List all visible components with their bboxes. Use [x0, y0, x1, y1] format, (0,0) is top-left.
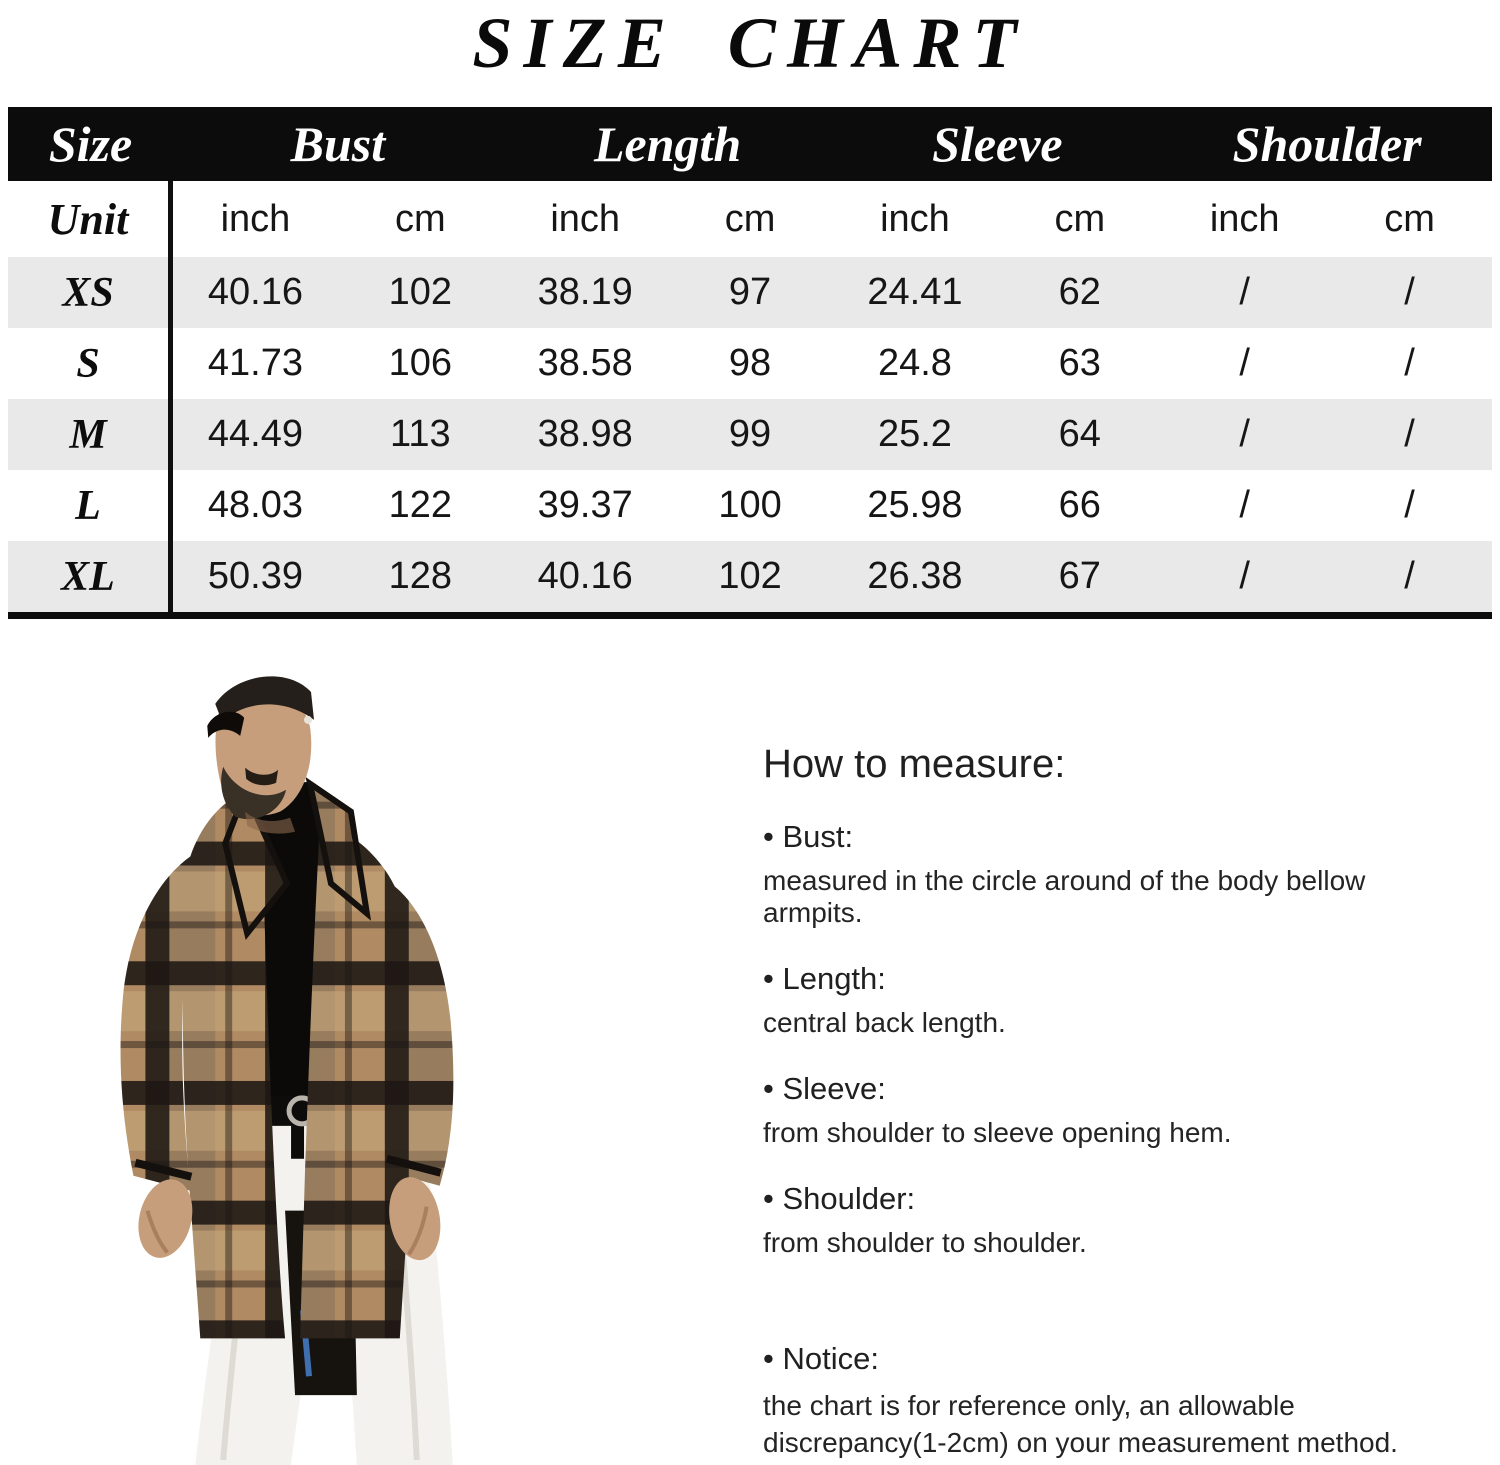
plaid-coat — [120, 777, 454, 1339]
unit-cell: inch — [880, 197, 950, 240]
unit-cell: inch — [1209, 197, 1280, 240]
size-value-cell: 66 — [1058, 484, 1101, 526]
measure-shoulder-desc: from shoulder to shoulder. — [763, 1227, 1087, 1258]
size-value-cell: 97 — [728, 271, 772, 313]
column-header-length: Length — [594, 116, 742, 172]
measure-bust-desc: measured in the circle around of the bod… — [763, 865, 1366, 928]
column-header-shoulder: Shoulder — [1232, 116, 1422, 172]
unit-cell: cm — [724, 197, 776, 240]
column-header-bust: Bust — [290, 116, 386, 172]
unit-cell: cm — [394, 197, 446, 240]
size-value-cell: / — [1404, 555, 1415, 597]
measure-length-desc: central back length. — [763, 1007, 1006, 1038]
size-value-cell: / — [1404, 413, 1415, 455]
size-value-cell: 128 — [388, 555, 453, 597]
size-value-cell: 106 — [388, 342, 453, 384]
size-value-cell: 24.41 — [867, 271, 963, 313]
size-value-cell: 113 — [390, 413, 451, 455]
size-table: Size Bust Length Sleeve Shoulder Unit in… — [8, 107, 1492, 619]
unit-cell: inch — [220, 197, 291, 240]
how-to-measure-section: How to measure: • Bust: measured in the … — [763, 742, 1413, 1465]
measure-shoulder-label: • Shoulder: — [763, 1181, 916, 1216]
size-value-cell: 26.38 — [867, 555, 963, 597]
measure-sleeve-label: • Sleeve: — [763, 1071, 886, 1106]
size-value-cell: / — [1404, 484, 1415, 526]
size-value-cell: / — [1239, 342, 1250, 384]
size-value-cell: / — [1239, 484, 1250, 526]
size-label: L — [8, 470, 173, 541]
size-label: S — [8, 328, 173, 399]
size-value-cell: 100 — [718, 484, 782, 526]
table-header-row: Size Bust Length Sleeve Shoulder — [8, 107, 1492, 181]
size-value-cell: 102 — [388, 271, 453, 313]
unit-row: Unit inch cm inch cm inch cm inch cm — [8, 181, 1492, 257]
notice-text: the chart is for reference only, an allo… — [763, 1390, 1398, 1465]
measure-heading: How to measure: — [763, 742, 1066, 786]
size-value-cell: 38.58 — [537, 342, 633, 384]
table-row-xl: XL 50.39 128 40.16 102 26.38 67 / / — [8, 541, 1492, 612]
model-head — [207, 676, 315, 834]
size-value-cell: 25.98 — [867, 484, 963, 526]
size-value-cell: 63 — [1058, 342, 1101, 384]
size-value-cell: 99 — [728, 413, 772, 455]
size-value-cell: 24.8 — [877, 342, 952, 384]
size-value-cell: 38.98 — [537, 413, 633, 455]
table-row-s: S 41.73 106 38.58 98 24.8 63 / / — [8, 328, 1492, 399]
size-label: M — [8, 399, 173, 470]
page-title: SIZE CHART — [472, 3, 1028, 83]
size-value-cell: / — [1404, 342, 1415, 384]
size-value-cell: / — [1404, 271, 1415, 313]
unit-cell: cm — [1384, 197, 1435, 240]
size-value-cell: / — [1239, 271, 1250, 313]
size-value-cell: 44.49 — [207, 413, 303, 455]
notice-label: • Notice: — [763, 1341, 879, 1376]
table-row-xs: XS 40.16 102 38.19 97 24.41 62 / / — [8, 257, 1492, 328]
size-value-cell: 38.19 — [537, 271, 633, 313]
column-header-sleeve: Sleeve — [932, 116, 1063, 172]
size-value-cell: 62 — [1058, 271, 1101, 313]
size-value-cell: 40.16 — [207, 271, 303, 313]
size-value-cell: 48.03 — [207, 484, 303, 526]
size-label: XS — [8, 257, 173, 328]
size-value-cell: 25.2 — [877, 413, 952, 455]
measure-sleeve-desc: from shoulder to sleeve opening hem. — [763, 1117, 1232, 1148]
unit-row-label: Unit — [8, 181, 173, 257]
size-value-cell: / — [1239, 413, 1250, 455]
hands — [138, 1177, 441, 1261]
size-value-cell: / — [1239, 555, 1250, 597]
table-row-l: L 48.03 122 39.37 100 25.98 66 / / — [8, 470, 1492, 541]
size-value-cell: 64 — [1058, 413, 1101, 455]
size-value-cell: 39.37 — [537, 484, 633, 526]
unit-cell: inch — [550, 197, 621, 240]
unit-cell: cm — [1054, 197, 1106, 240]
size-table-body: XS 40.16 102 38.19 97 24.41 62 / / S 41.73 106 38.58… — [8, 257, 1492, 612]
size-value-cell: 122 — [388, 484, 453, 526]
size-value-cell: 50.39 — [207, 555, 303, 597]
model-photo-illustration — [120, 676, 454, 1465]
size-value-cell: 40.16 — [537, 555, 633, 597]
measure-length-label: • Length: — [763, 961, 886, 996]
size-label: XL — [8, 541, 173, 612]
column-header-size: Size — [48, 116, 133, 172]
size-value-cell: 67 — [1058, 555, 1101, 597]
size-value-cell: 98 — [728, 342, 772, 384]
size-value-cell: 102 — [718, 555, 782, 597]
measure-bust-label: • Bust: — [763, 819, 854, 854]
size-value-cell: 41.73 — [207, 342, 303, 384]
table-row-m: M 44.49 113 38.98 99 25.2 64 / / — [8, 399, 1492, 470]
